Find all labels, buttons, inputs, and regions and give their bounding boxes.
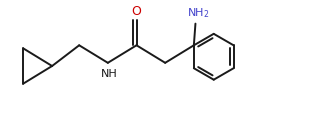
Text: O: O [132,5,142,18]
Text: NH: NH [101,69,118,79]
Text: NH$_2$: NH$_2$ [187,6,210,20]
